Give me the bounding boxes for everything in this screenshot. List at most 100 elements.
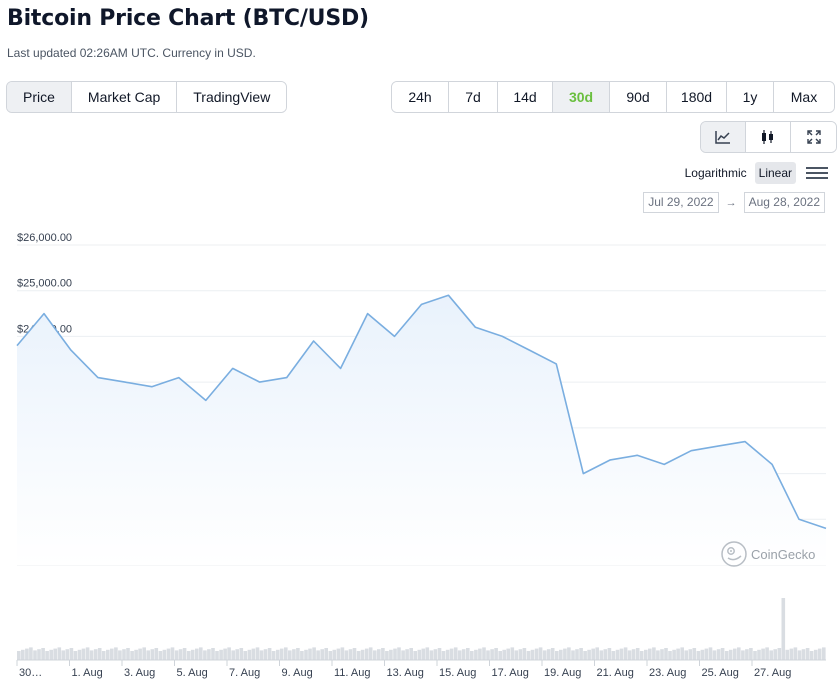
fullscreen-button[interactable] [791,122,836,152]
volume-bar [571,650,575,660]
volume-bar [186,651,191,660]
price-area [17,295,826,565]
volume-bar [692,648,697,660]
volume-bar [215,651,219,660]
volume-bar [364,648,369,660]
volume-bar [219,649,223,660]
range-7d[interactable]: 7d [449,82,498,112]
volume-bar [745,649,749,660]
volume-bar [611,651,616,660]
x-tick-label: 3. Aug [124,667,155,679]
hamburger-menu-icon[interactable] [806,167,828,179]
volume-bar [639,651,644,660]
volume-bar [461,649,466,660]
volume-bar [368,647,373,660]
price-line [16,294,827,530]
volume-bar [724,651,729,660]
volume-bar [716,649,721,660]
x-tick-label: 9. Aug [282,667,313,679]
volume-bar [615,649,620,660]
tab-tradingview[interactable]: TradingView [177,82,287,112]
volume-bar [583,651,587,660]
volume-bar [227,647,231,660]
volume-bar [203,650,207,660]
volume-bar [162,649,167,660]
fullscreen-icon [806,130,821,144]
volume-bar [377,649,381,660]
volume-bar [255,647,260,660]
volume-bar [389,649,393,660]
volume-bar [316,650,320,660]
line-chart-button[interactable] [701,122,746,152]
volume-bar [648,648,652,660]
volume-bar [656,650,660,660]
volume-bar [284,647,288,660]
range-180d[interactable]: 180d [667,82,727,112]
x-tick-label: 30… [19,667,42,679]
range-max[interactable]: Max [774,82,834,112]
volume-bar [704,648,709,660]
volume-bar [526,651,531,660]
range-24h[interactable]: 24h [392,82,449,112]
linear-button[interactable]: Linear [754,162,796,184]
volume-bar [421,648,426,660]
volume-bar [413,651,417,660]
volume-bar [437,648,442,660]
volume-bar [324,648,328,660]
volume-bar [409,648,413,660]
volume-bar [235,649,239,660]
range-14d[interactable]: 14d [498,82,553,112]
volume-bar [672,649,676,660]
volume-bar [29,647,33,660]
volume-bar [170,647,175,660]
date-from-input[interactable]: Jul 29, 2022 [643,192,719,213]
volume-bar [231,650,235,660]
coingecko-watermark: CoinGecko [721,541,815,567]
volume-bar [474,649,478,660]
range-30d[interactable]: 30d [553,82,610,112]
volume-bar [809,651,814,660]
chart-type-selector [700,121,837,153]
volume-bar [296,648,300,660]
volume-bar [534,648,539,660]
volume-bar [57,647,62,660]
volume-bar [822,647,826,660]
x-tick-label: 15. Aug [439,667,476,679]
volume-bar [753,651,757,660]
volume-bar [247,649,252,660]
tab-market-cap[interactable]: Market Cap [71,82,178,112]
volume-bar [559,649,563,660]
tab-price[interactable]: Price [7,82,72,112]
volume-bar [482,647,486,660]
candlestick-button[interactable] [746,122,791,152]
volume-bar [700,649,705,660]
volume-bar [207,649,211,660]
volume-bar [518,649,523,660]
volume-bar [789,648,794,660]
logarithmic-button[interactable]: Logarithmic [684,166,747,180]
arrow-right-icon: → [725,196,737,209]
volume-bar [749,648,753,660]
volume-bar [279,648,284,660]
range-90d[interactable]: 90d [610,82,667,112]
volume-bar [530,649,535,660]
volume-bar [41,648,45,660]
volume-bar [126,648,130,660]
volume-bar [65,649,70,660]
volume-bar [312,647,316,660]
volume-bar [733,648,737,660]
time-range-selector: 24h 7d 14d 30d 90d 180d 1y Max [391,81,835,113]
volume-bar [668,651,672,660]
x-tick-label: 23. Aug [649,667,686,679]
volume-bar [631,649,636,660]
volume-bar [300,651,304,660]
volume-bar [478,648,482,660]
range-1y[interactable]: 1y [727,82,774,112]
price-chart[interactable]: $19,000.00$20,000.00$21,000.00$22,000.00… [0,225,837,685]
y-tick-label: $25,000.00 [17,278,72,290]
volume-bar [304,649,308,660]
volume-bar [259,650,264,660]
volume-bar [680,647,684,660]
volume-bar [251,648,256,660]
date-to-input[interactable]: Aug 28, 2022 [743,192,825,213]
